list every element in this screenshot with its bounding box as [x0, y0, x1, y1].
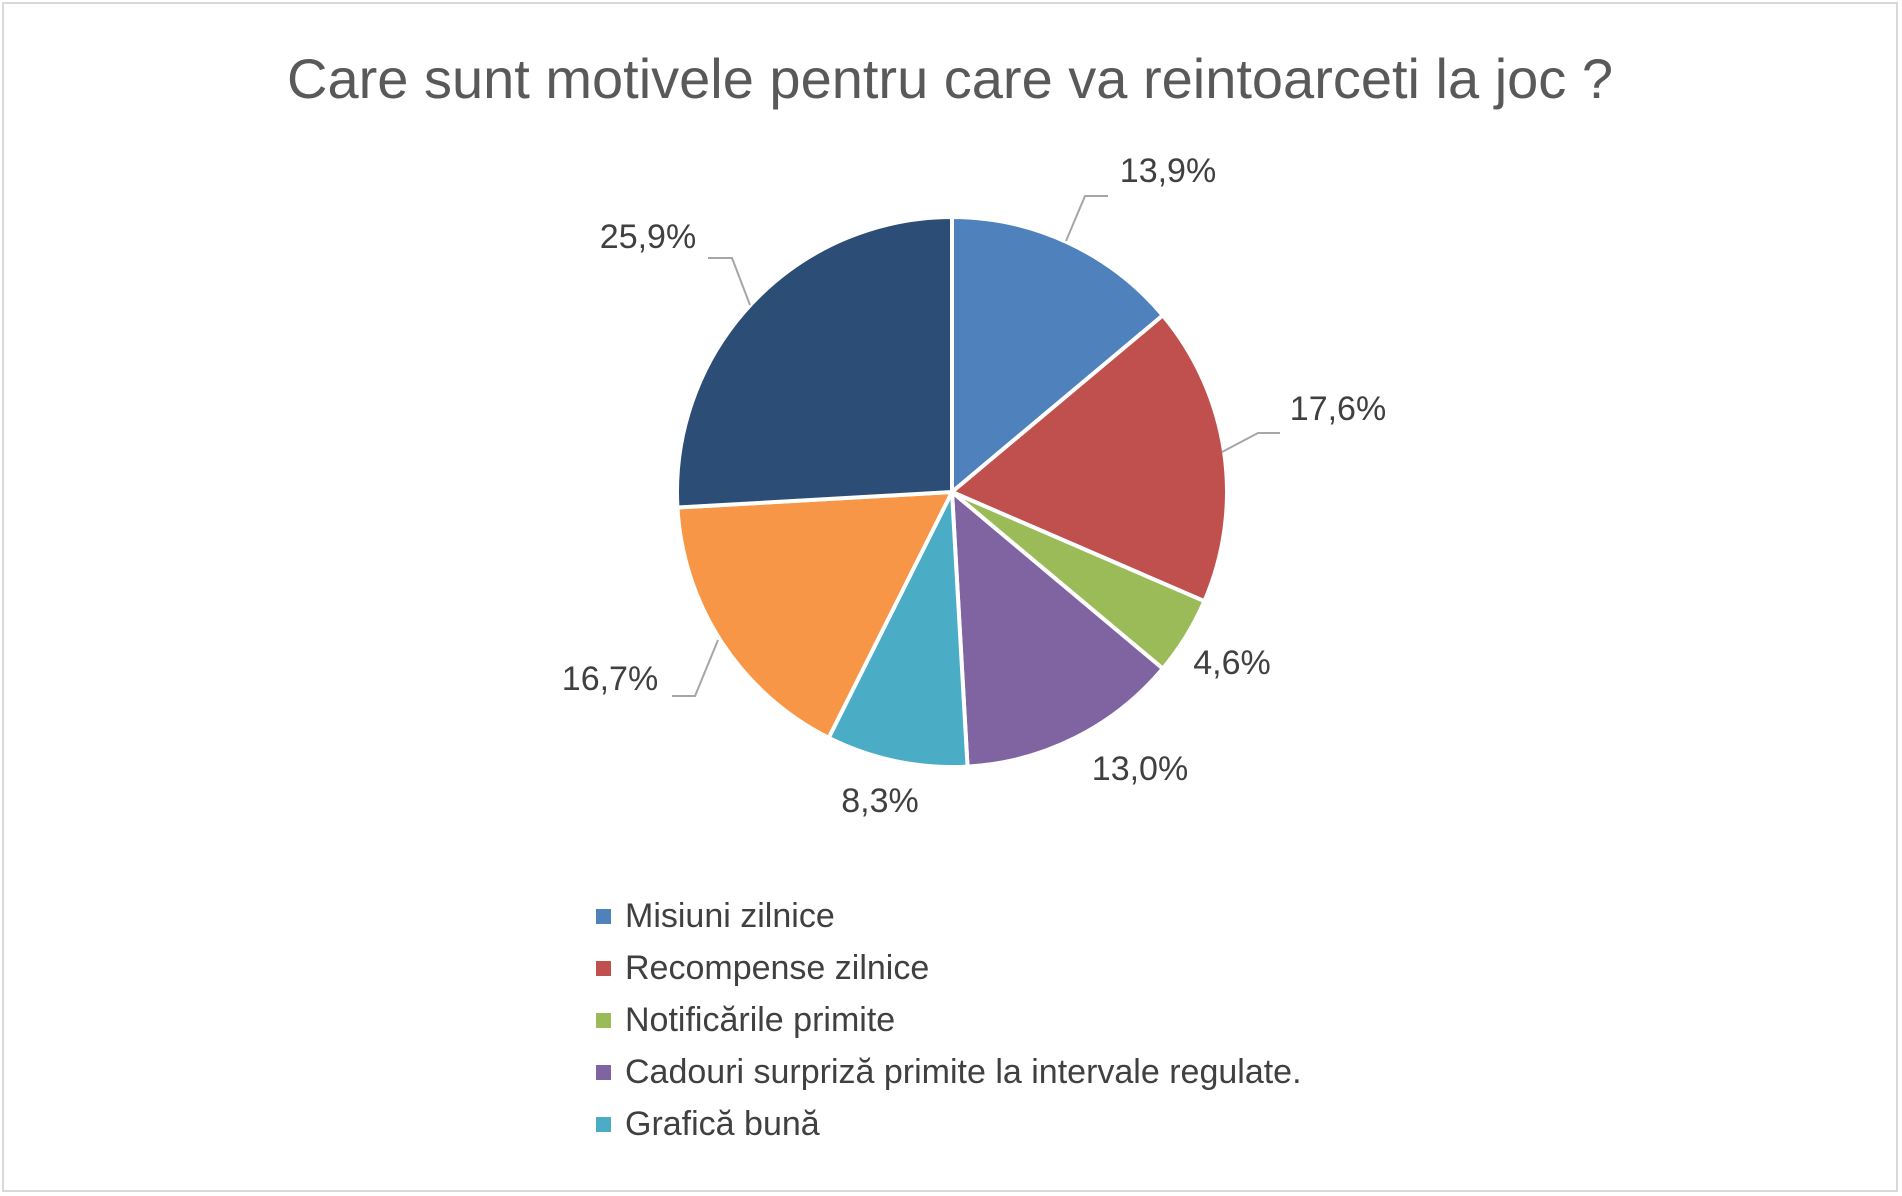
legend-item[interactable]: Recompense zilnice: [596, 942, 1302, 994]
leader-line: [672, 639, 719, 697]
legend-item[interactable]: Cadouri surpriză primite la intervale re…: [596, 1046, 1302, 1098]
leader-line: [1065, 195, 1108, 242]
data-label: 16,7%: [562, 660, 658, 698]
legend-swatch: [596, 1012, 611, 1028]
pie-slice[interactable]: [675, 215, 954, 510]
pie-slice[interactable]: [950, 215, 1165, 494]
legend-swatch: [596, 960, 611, 976]
data-label: 13,9%: [1120, 152, 1216, 190]
legend-swatch: [596, 908, 611, 924]
leader-line: [1221, 432, 1280, 453]
legend-item[interactable]: Notificările primite: [596, 994, 1302, 1046]
legend-item[interactable]: Misiuni zilnice: [596, 890, 1302, 942]
legend-label: Misiuni zilnice: [625, 896, 835, 935]
data-label: 13,0%: [1092, 750, 1188, 788]
data-label: 8,3%: [841, 782, 919, 820]
data-label: 4,6%: [1193, 644, 1271, 682]
legend-label: Cadouri surpriză primite la intervale re…: [625, 1052, 1302, 1091]
pie-slice[interactable]: [950, 313, 1229, 604]
legend-swatch: [596, 1064, 611, 1080]
legend-label: Notificările primite: [625, 1000, 896, 1039]
legend-label: Grafică bună: [625, 1104, 820, 1143]
legend-item[interactable]: Grafică bună: [596, 1098, 1302, 1150]
pie-slice[interactable]: [826, 490, 970, 769]
legend-swatch: [596, 1116, 611, 1132]
pie-slice[interactable]: [950, 490, 1165, 769]
data-label: 25,9%: [600, 218, 696, 256]
pie-slice[interactable]: [675, 490, 954, 740]
leader-line: [708, 257, 751, 306]
legend-label: Recompense zilnice: [625, 948, 930, 987]
legend: Misiuni zilnice Recompense zilnice Notif…: [596, 890, 1302, 1150]
data-label: 17,6%: [1290, 390, 1386, 428]
chart-title: Care sunt motivele pentru care va reinto…: [287, 47, 1613, 110]
